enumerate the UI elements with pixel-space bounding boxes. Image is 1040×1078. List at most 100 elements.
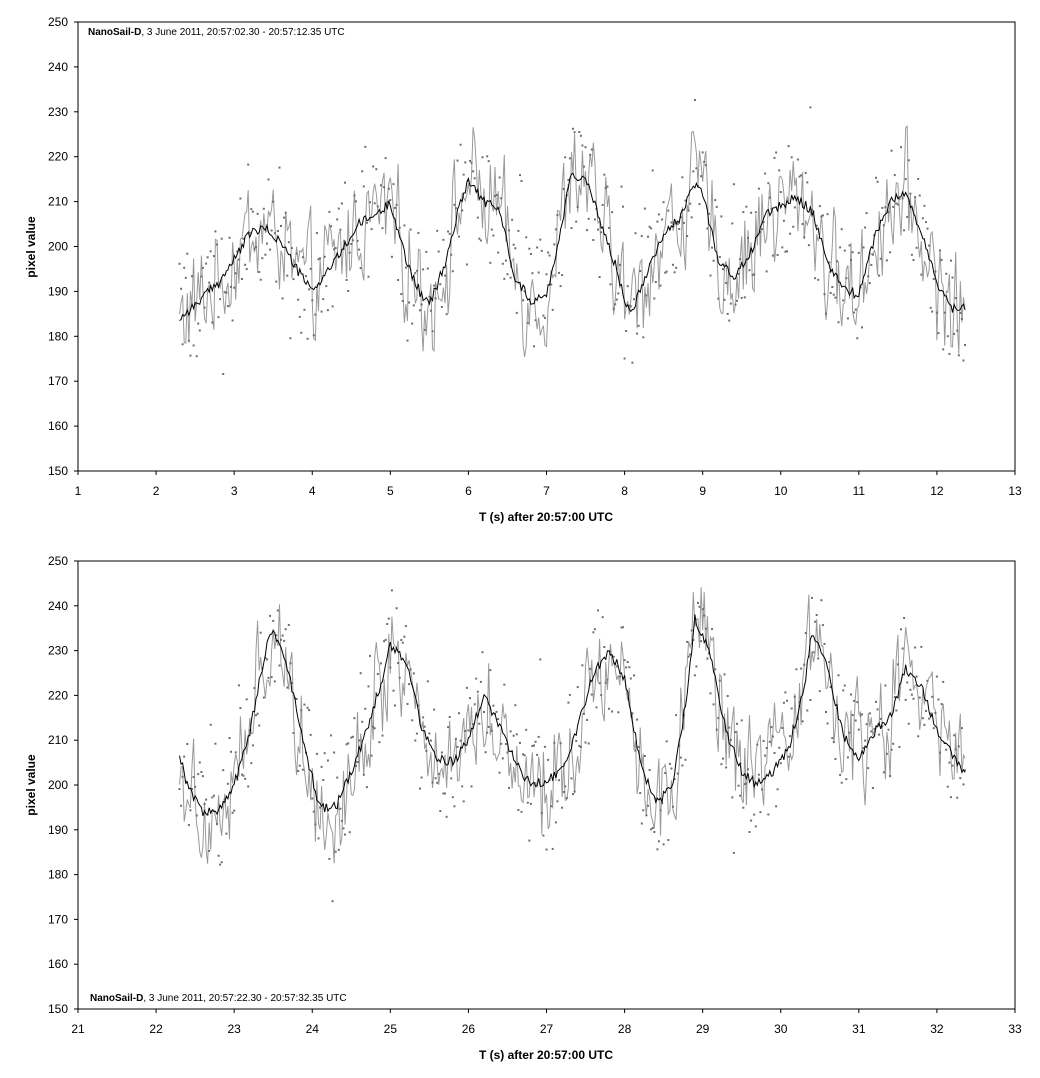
raw-point: [792, 724, 795, 727]
raw-point: [882, 224, 885, 227]
raw-point: [350, 243, 353, 245]
raw-point: [915, 246, 918, 249]
raw-point: [206, 256, 209, 259]
raw-point: [878, 733, 881, 736]
raw-point: [679, 216, 682, 219]
raw-point: [575, 740, 578, 742]
y-tick-label: 190: [48, 823, 68, 837]
raw-point: [301, 256, 304, 259]
raw-point: [519, 741, 521, 744]
raw-point: [403, 224, 406, 227]
raw-point: [818, 690, 821, 693]
raw-point: [950, 796, 952, 799]
raw-point: [670, 767, 673, 770]
raw-point: [837, 321, 840, 324]
raw-point: [664, 271, 667, 274]
y-tick-label: 160: [48, 419, 68, 433]
raw-point: [757, 187, 760, 190]
raw-point: [233, 286, 236, 289]
raw-point: [625, 330, 628, 332]
raw-point: [373, 202, 376, 205]
raw-point: [548, 254, 551, 257]
raw-point: [722, 757, 724, 760]
x-tick-label: 30: [774, 1022, 788, 1036]
raw-point: [464, 161, 467, 164]
raw-point: [511, 218, 514, 221]
raw-point: [181, 775, 184, 778]
raw-point: [907, 722, 910, 725]
raw-point: [759, 231, 762, 233]
raw-point: [244, 263, 247, 266]
x-tick-label: 2: [153, 484, 160, 498]
raw-point: [451, 270, 454, 273]
raw-point: [935, 311, 938, 314]
raw-point: [420, 776, 423, 779]
raw-point: [495, 710, 498, 713]
raw-point: [542, 314, 545, 317]
raw-point: [962, 359, 965, 362]
raw-point: [568, 157, 571, 160]
raw-point: [628, 304, 631, 307]
raw-point: [672, 805, 674, 808]
raw-point: [723, 298, 726, 301]
raw-point: [609, 283, 612, 286]
raw-point: [501, 262, 504, 265]
raw-point: [828, 261, 831, 264]
raw-point: [640, 822, 643, 825]
raw-point: [890, 149, 893, 152]
raw-point: [467, 180, 470, 182]
raw-point: [868, 712, 871, 715]
raw-point: [344, 833, 346, 836]
raw-point: [347, 742, 350, 745]
raw-point: [487, 725, 490, 728]
raw-point: [678, 228, 681, 230]
raw-point: [208, 850, 211, 852]
raw-point: [945, 748, 948, 751]
raw-point: [712, 259, 715, 262]
raw-point: [625, 666, 628, 669]
y-tick-label: 230: [48, 105, 68, 119]
raw-point: [631, 361, 634, 364]
raw-point: [389, 199, 392, 201]
raw-point: [337, 207, 340, 210]
raw-point: [798, 175, 801, 178]
raw-point: [528, 247, 531, 250]
raw-point: [595, 706, 598, 709]
raw-point: [775, 805, 778, 808]
raw-point: [217, 316, 220, 319]
raw-point: [790, 156, 793, 159]
raw-point: [703, 160, 706, 163]
raw-point: [668, 762, 671, 765]
raw-point: [648, 769, 651, 771]
raw-line: [179, 587, 966, 864]
raw-point: [712, 703, 715, 706]
raw-point: [604, 187, 607, 189]
raw-point: [693, 99, 696, 101]
raw-point: [884, 684, 887, 687]
raw-point: [686, 640, 689, 643]
raw-point: [400, 639, 403, 641]
x-tick-label: 12: [930, 484, 944, 498]
raw-point: [281, 297, 284, 300]
raw-point: [717, 297, 720, 300]
raw-point: [801, 720, 804, 723]
raw-point: [935, 675, 938, 678]
raw-point: [498, 176, 501, 179]
raw-point: [914, 646, 917, 649]
raw-point: [283, 639, 286, 642]
raw-point: [353, 194, 356, 197]
raw-point: [734, 303, 737, 306]
raw-point: [433, 284, 436, 287]
raw-point: [256, 712, 259, 715]
raw-point: [912, 697, 915, 700]
raw-point: [273, 680, 276, 683]
raw-point: [804, 632, 807, 635]
raw-point: [361, 170, 364, 173]
raw-point: [540, 812, 543, 815]
raw-point: [309, 267, 312, 270]
raw-point: [211, 321, 214, 324]
raw-point: [789, 232, 792, 235]
raw-point: [856, 701, 859, 704]
raw-point: [826, 722, 829, 725]
raw-point: [739, 794, 742, 797]
